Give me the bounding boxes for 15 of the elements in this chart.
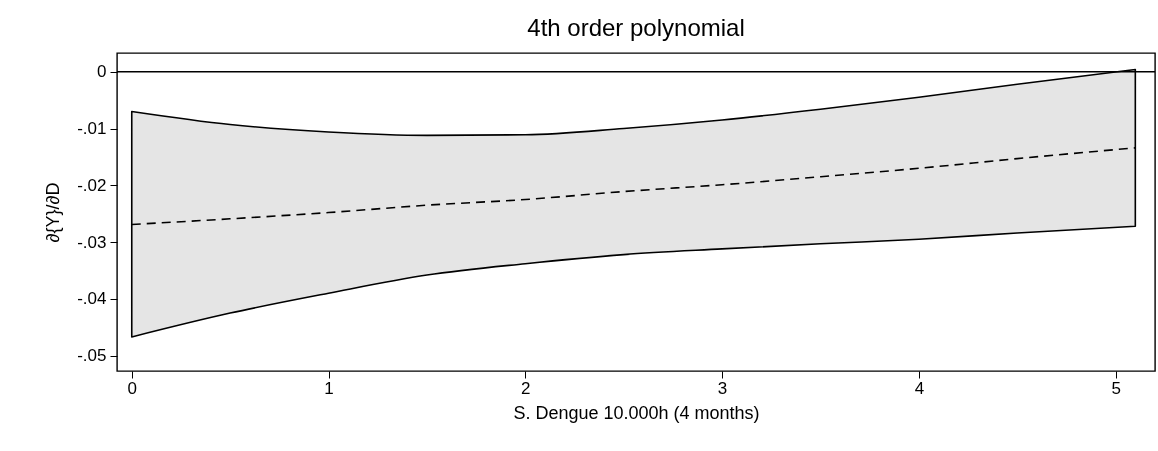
x-tick-label: 0 (127, 378, 137, 398)
y-tick-label: 0 (97, 62, 107, 82)
y-tick-label: -.04 (77, 289, 107, 309)
x-tick-label: 4 (914, 378, 925, 398)
x-axis-title: S. Dengue 10.000h (4 months) (513, 402, 760, 423)
chart-title: 4th order polynomial (527, 14, 745, 41)
y-tick-label: -.03 (77, 232, 107, 252)
y-axis-title: ∂{Y}/∂D (43, 182, 64, 243)
y-tick-label: -.02 (77, 175, 107, 195)
y-tick-label: -.05 (77, 346, 107, 366)
x-tick-label: 2 (521, 378, 531, 398)
x-tick-label: 5 (1111, 378, 1121, 398)
x-tick-label: 1 (324, 378, 334, 398)
x-tick-label: 3 (717, 378, 728, 398)
y-tick-label: -.01 (77, 119, 107, 139)
